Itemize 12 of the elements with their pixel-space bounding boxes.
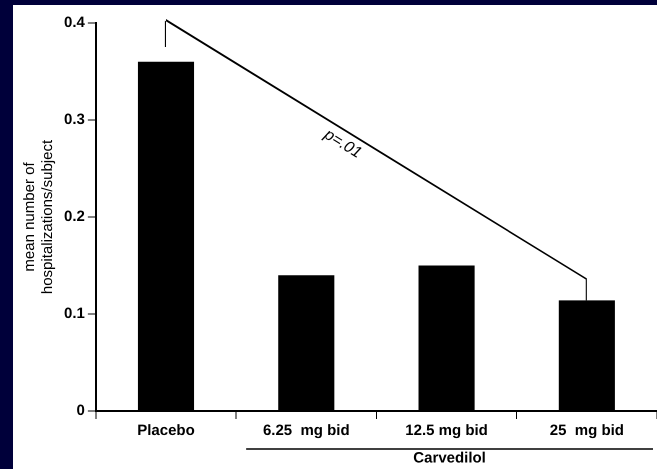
x-tick-label: 6.25 mg bid xyxy=(262,422,350,440)
y-tick-label: 0.4 xyxy=(64,14,86,32)
y-tick-label: 0.2 xyxy=(64,208,85,226)
y-axis-title: mean number of hospitalizations/subject xyxy=(21,139,56,294)
y-tick-label: 0.3 xyxy=(64,111,85,128)
x-axis-title: Carvedilol xyxy=(413,450,486,467)
y-tick-label: 0.1 xyxy=(64,305,85,322)
x-tick-label: 12.5 mg bid xyxy=(405,422,488,440)
x-tick-label: Placebo xyxy=(137,422,195,440)
x-tick-label: 25 mg bid xyxy=(550,422,624,440)
y-tick-label: 0 xyxy=(76,402,85,420)
annotation: p=.01 xyxy=(320,126,364,162)
